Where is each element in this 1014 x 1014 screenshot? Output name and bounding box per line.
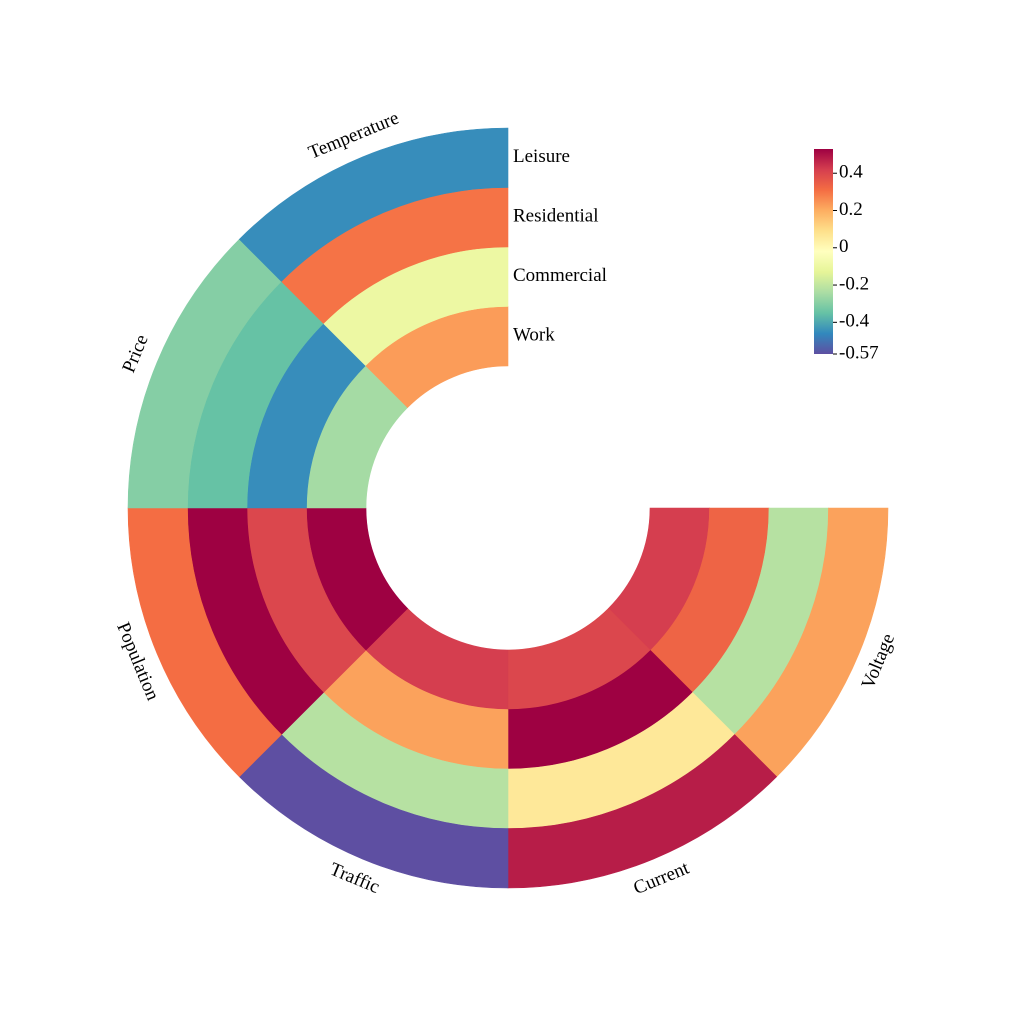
cell-leisure-temperature (238, 127, 509, 282)
colorbar-ticks: 0.4 0.2 0 -0.2 -0.4 -0.57 (833, 162, 879, 363)
colorbar-tick-label: 0.2 (839, 199, 863, 220)
colorbar: 0.4 0.2 0 -0.2 -0.4 -0.57 (814, 149, 879, 363)
colorbar-gradient (814, 149, 833, 354)
colorbar-tick-label: -0.2 (839, 273, 869, 294)
ring-label-work: Work (513, 325, 555, 346)
colorbar-tick-label: 0 (839, 236, 849, 257)
category-label-traffic: Traffic (327, 859, 383, 898)
colorbar-tick-label: 0.4 (839, 162, 863, 183)
category-label-price: Price (118, 332, 152, 376)
ring-labels: Work Commercial Residential Leisure (513, 146, 607, 346)
colorbar-tick-label: -0.57 (839, 342, 879, 363)
colorbar-tick-label: -0.4 (839, 311, 870, 332)
heatmap-cells (127, 127, 889, 889)
ring-label-commercial: Commercial (513, 265, 607, 286)
ring-label-residential: Residential (513, 206, 598, 227)
ring-label-leisure: Leisure (513, 146, 570, 167)
